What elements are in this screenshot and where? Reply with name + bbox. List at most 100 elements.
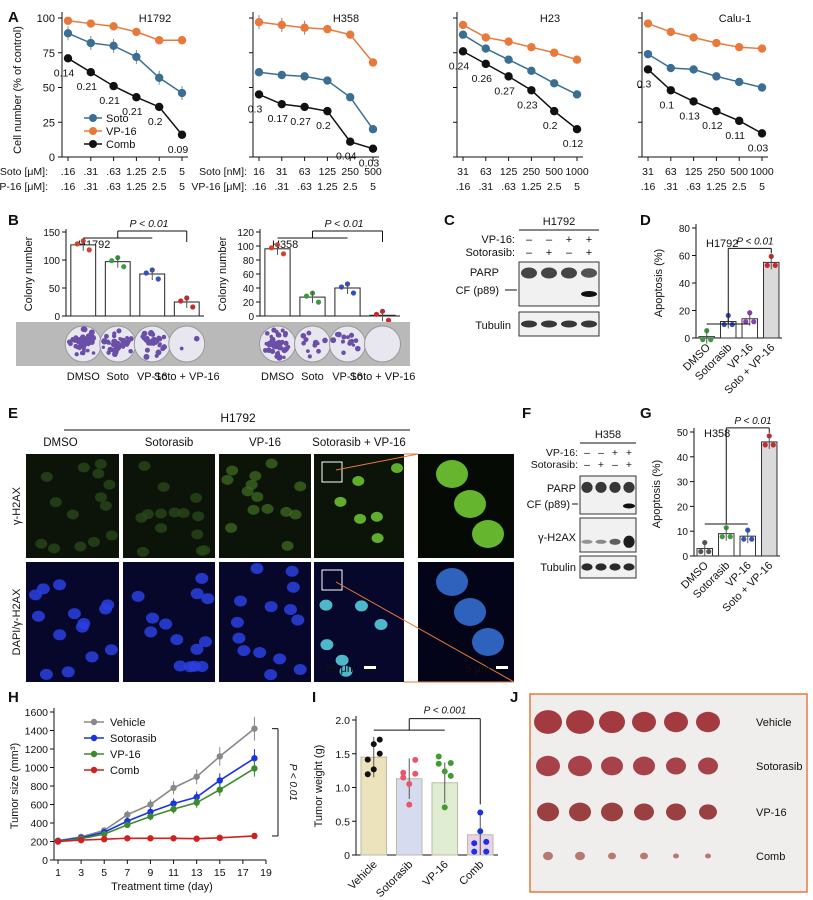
panel-a-x-row2-label: .16: [252, 181, 267, 193]
panel-h-xlabel: Treatment time (day): [111, 881, 213, 893]
panel-e-nucleus-green: [289, 509, 302, 520]
panel-j-tumor: [543, 851, 553, 861]
panel-h-y-tick-label: 1000: [25, 763, 49, 775]
panel-h-point: [147, 835, 154, 842]
panel-h-ylabel: Tumor size (mm³): [9, 743, 21, 829]
panel-b-colony: [353, 338, 359, 343]
panel-a-row2-title: VP-16 [μM]:: [0, 181, 48, 193]
panel-d-pvalue: P < 0.01: [736, 236, 773, 247]
panel-e-nucleus-blue: [285, 565, 299, 577]
panel-a-x-row2-label: .63: [297, 181, 312, 193]
panel-f-title: H358: [595, 429, 621, 441]
panel-e-nucleus-blue: [230, 616, 244, 628]
panel-e-nucleus-blue: [190, 643, 204, 655]
panel-b-colony: [312, 342, 318, 348]
panel-b-dot: [74, 241, 80, 247]
panel-c-band: [581, 268, 597, 278]
panel-e-nucleus-green: [40, 471, 53, 482]
panel-a-x-row1-label: .31: [83, 166, 98, 178]
panel-j-tumor: [664, 711, 688, 733]
panel-a-point: [666, 63, 675, 73]
panel-f-blot-frame: [579, 555, 637, 579]
panel-b-colony: [351, 343, 356, 347]
panel-h-x-tick-label: 13: [191, 867, 203, 879]
panel-b-dot: [373, 311, 380, 317]
panel-b-colony: [274, 329, 279, 334]
panel-b-dot: [315, 299, 322, 305]
panel-a-x-row2-label: .16: [641, 181, 656, 193]
panel-b-category-label: Soto + VP-16: [154, 371, 220, 383]
panel-b-category-label: DMSO: [261, 371, 294, 383]
panel-c-cleaved-band: [581, 291, 597, 297]
panel-d-dot: [708, 337, 714, 343]
panel-f-row1-sign: +: [612, 447, 618, 459]
panel-a-point: [458, 47, 468, 56]
panel-a-x-row1-label: 250: [523, 166, 541, 178]
panel-h-y-tick-label: 800: [30, 781, 48, 793]
panel-a-ci-label: 0.1: [659, 99, 674, 111]
panel-letter-f: F: [522, 405, 531, 422]
panel-e-nucleus-blue: [264, 669, 278, 681]
panel-a-x-row1-label: 125: [685, 166, 703, 178]
panel-b-category-label: Soto + VP-16: [350, 371, 416, 383]
panel-b-colony: [283, 346, 289, 352]
panel-a-x-row2-label: .31: [83, 181, 98, 193]
panel-a-x-row1-label: 500: [545, 166, 563, 178]
panel-a-point: [527, 42, 536, 52]
panel-b-category-label: Soto: [301, 371, 324, 383]
panel-f-band: [609, 481, 621, 493]
panel-i-dot: [364, 771, 371, 778]
panel-c-row2-sign: –: [526, 247, 533, 259]
panel-a-legend-marker: [89, 140, 97, 148]
panel-e-zoom-nucleus: [454, 598, 486, 626]
panel-h-point: [193, 773, 200, 780]
panel-a-point: [689, 97, 698, 106]
panel-c-row1-sign: +: [566, 234, 572, 246]
panel-h-point: [124, 821, 131, 829]
panel-e-nucleus-blue: [320, 639, 334, 651]
panel-i-category-label: VP-16: [421, 859, 451, 889]
panel-c-row2-sign: +: [586, 247, 592, 259]
panel-e-nucleus-green: [294, 481, 307, 492]
panel-a-point: [368, 58, 378, 67]
panel-a-ylabel: Cell number (% of control): [12, 26, 24, 154]
panel-a-point: [666, 27, 675, 37]
panel-c-label-parp: PARP: [470, 267, 499, 279]
panel-c-row1-title: VP-16:: [481, 234, 515, 246]
panel-a-series-line-soto: [462, 34, 578, 96]
panel-j-row-label: Sotorasib: [756, 761, 802, 773]
panel-a-x-row1-label: 2.5: [152, 166, 167, 178]
panel-j-tumor: [640, 852, 648, 860]
panel-d-y-tick-label: 40: [679, 279, 691, 290]
panel-a-x-row2-label: .16: [61, 181, 76, 193]
panel-i-dot: [441, 768, 448, 775]
panel-h-legend-marker: [90, 766, 98, 774]
panel-b-colony: [123, 339, 131, 346]
panel-e-nucleus-blue: [101, 599, 115, 611]
panel-c-row2-title: Sotorasib:: [465, 247, 515, 259]
panel-g-dot: [719, 534, 725, 540]
panel-e-scale-bar-1: [364, 666, 376, 669]
panel-j-tumor: [608, 852, 616, 860]
panel-d-y-tick-label: 80: [679, 224, 691, 235]
panel-g-y-tick-label: 0: [682, 552, 688, 563]
panel-a-point: [177, 88, 187, 98]
panel-e-nucleus-blue: [253, 646, 267, 658]
panel-a-point: [300, 102, 309, 112]
panel-j-tumor: [599, 710, 625, 734]
panel-e-nucleus-green: [136, 546, 149, 557]
panel-e-nucleus-blue: [39, 668, 53, 680]
panel-i-category-label: Sotorasib: [374, 859, 415, 900]
panel-b-y-tick-label: 120: [237, 228, 254, 239]
panel-a-point: [458, 30, 468, 39]
panel-c-title: H1792: [543, 216, 575, 228]
panel-i-y-tick-label: 1.0: [335, 783, 350, 795]
panel-a-x-row1-label: 31: [457, 166, 469, 178]
panel-i-dot: [477, 828, 484, 835]
panel-b-dot: [280, 251, 287, 257]
panel-f-label-cf: CF (p89): [527, 499, 570, 511]
panel-h-legend-label: VP-16: [110, 749, 141, 761]
panel-b-y-tick-label: 60: [243, 270, 255, 281]
panel-e-nucleus-blue: [291, 614, 305, 626]
panel-b-colony: [149, 339, 156, 346]
